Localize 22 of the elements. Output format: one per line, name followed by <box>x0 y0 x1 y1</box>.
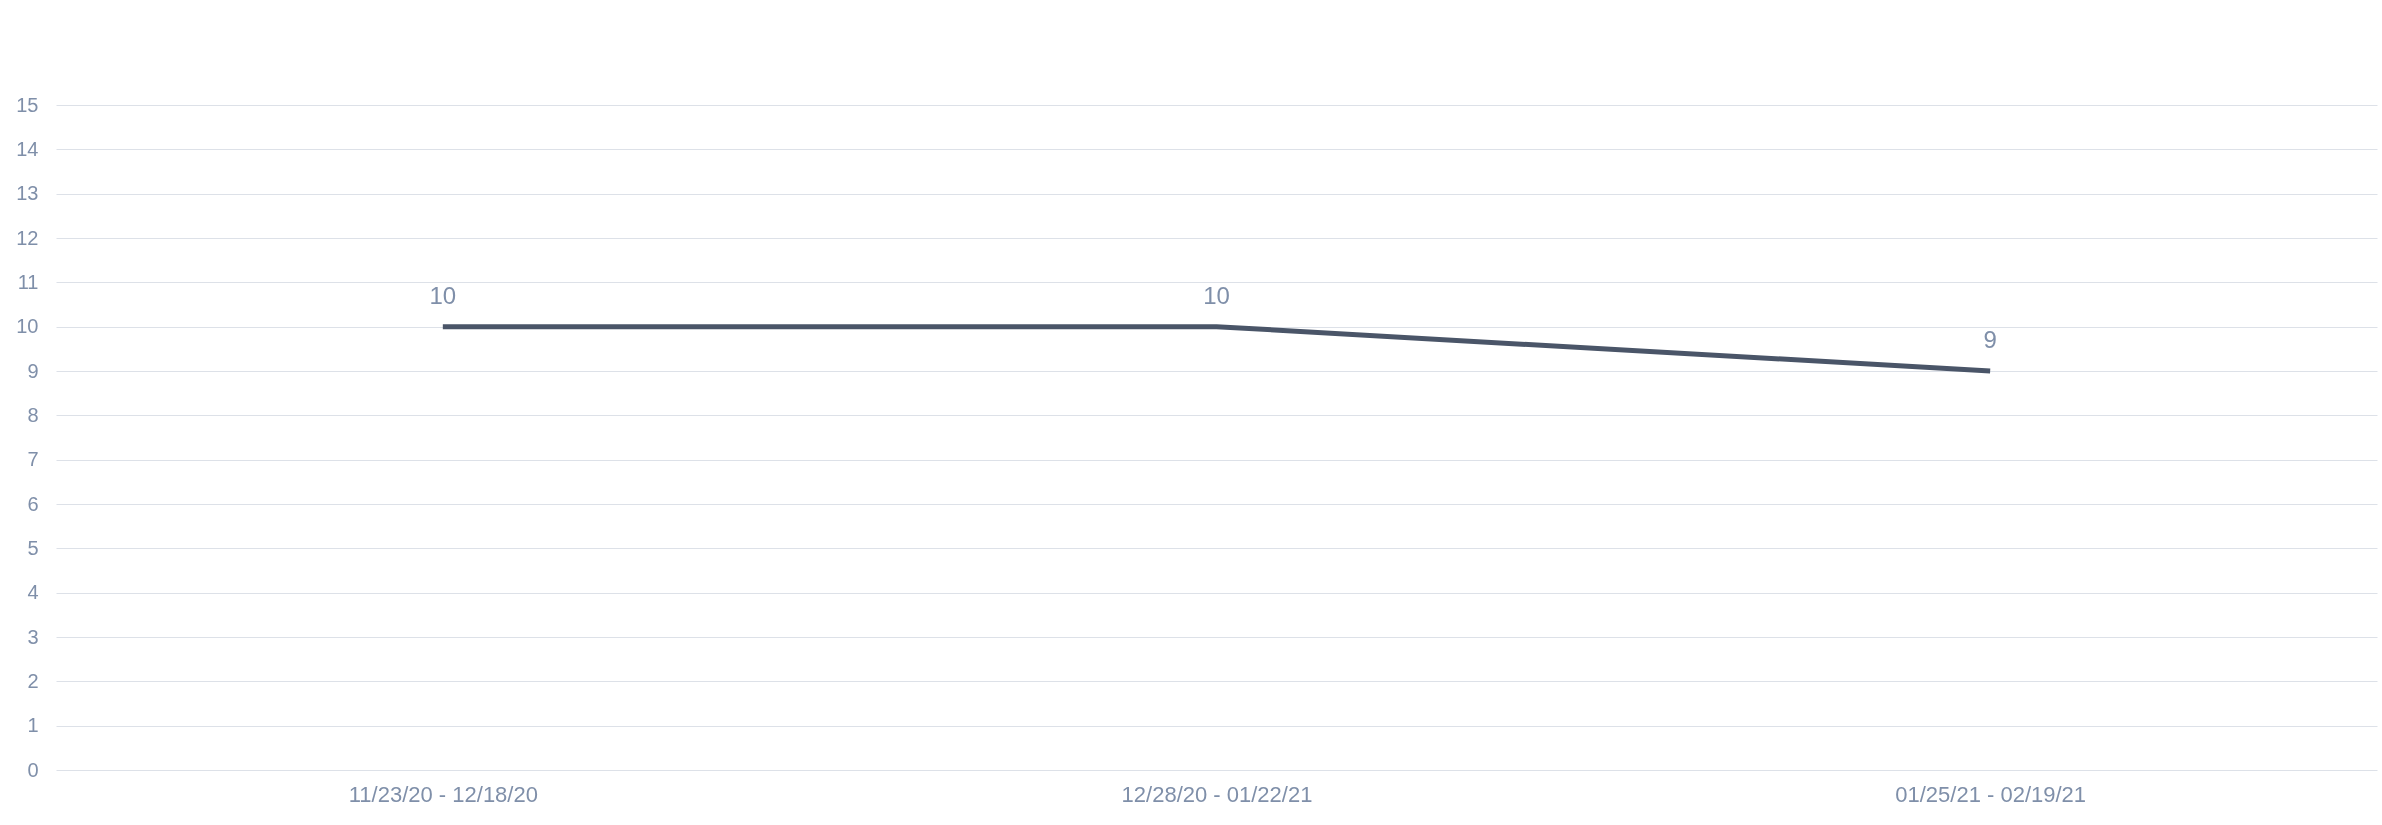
y-tick-label: 14 <box>16 137 39 160</box>
y-tick-label: 3 <box>27 625 39 648</box>
data-label: 10 <box>429 281 457 309</box>
y-tick-label: 11 <box>17 270 39 293</box>
y-tick-label: 6 <box>27 492 39 515</box>
y-tick-label: 13 <box>16 182 39 205</box>
x-tick-label: 11/23/20 - 12/18/20 <box>348 781 538 807</box>
y-tick-label: 8 <box>27 403 39 426</box>
y-tick-label: 7 <box>27 448 39 471</box>
y-tick-label: 15 <box>16 93 39 116</box>
y-tick-label: 12 <box>16 226 39 249</box>
data-label: 10 <box>1203 281 1230 309</box>
y-tick-label: 0 <box>27 758 39 781</box>
y-tick-label: 9 <box>27 359 39 382</box>
y-tick-label: 1 <box>27 714 39 737</box>
y-tick-label: 2 <box>27 669 39 692</box>
data-label: 9 <box>1983 326 1997 353</box>
y-tick-label: 10 <box>16 315 39 338</box>
y-tick-label: 5 <box>27 536 39 559</box>
y-tick-label: 4 <box>27 581 39 604</box>
x-tick-label: 01/25/21 - 02/19/21 <box>1895 781 2087 807</box>
x-tick-label: 12/28/20 - 01/22/21 <box>1121 781 1313 807</box>
